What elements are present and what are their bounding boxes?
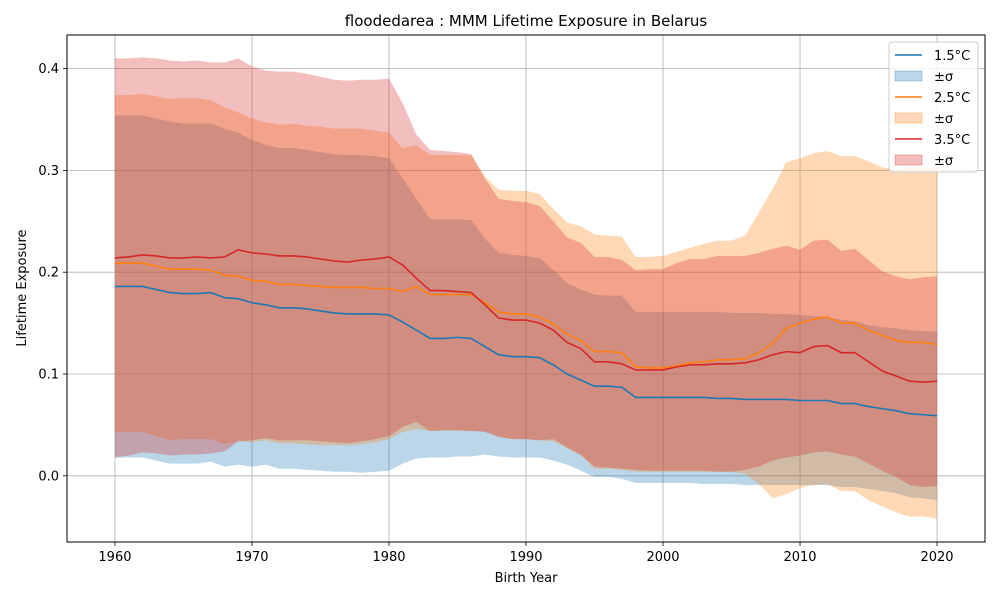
band-25c [114,94,938,519]
grid-lines [67,35,985,542]
y-tick-label: 0.1 [38,368,59,383]
x-tick-label: 1990 [509,550,542,565]
x-tick-label: 1980 [372,550,405,565]
x-tick-label: 2000 [646,550,679,565]
legend-label-15c: 1.5°C [934,49,970,64]
x-tick-label: 1970 [235,550,268,565]
legend: 1.5°C ±σ 2.5°C ±σ 3.5°C ±σ [888,41,979,173]
y-axis-label: Lifetime Exposure [15,229,30,346]
legend-band-label-35c: ±σ [934,154,953,169]
legend-patch-25c [894,112,923,124]
band-35c [114,57,938,488]
x-tick-label: 2020 [920,550,953,565]
legend-band-label-25c: ±σ [934,112,953,127]
legend-patch-15c [894,70,923,82]
y-axis: 0.0 0.1 0.2 0.3 0.4 [38,62,67,484]
legend-label-35c: 3.5°C [934,133,970,148]
y-tick-label: 0.3 [38,164,59,179]
series-lines [114,249,938,417]
legend-band-label-15c: ±σ [934,70,953,85]
y-tick-label: 0.4 [38,62,59,77]
x-tick-label: 1960 [98,550,131,565]
legend-patch-35c [894,154,923,166]
line-15c [114,285,938,417]
line-35c [114,249,938,383]
legend-label-25c: 2.5°C [934,91,970,106]
y-tick-label: 0.0 [38,469,59,484]
x-tick-label: 2010 [783,550,816,565]
line-25c [114,262,938,369]
band-15c [114,115,938,501]
x-axis: 1960 1970 1980 1990 2000 2010 2020 [98,542,954,565]
x-axis-label: Birth Year [495,571,559,586]
chart-title: floodedarea : MMM Lifetime Exposure in B… [345,12,708,30]
uncertainty-bands [114,57,938,519]
y-tick-label: 0.2 [38,266,59,281]
